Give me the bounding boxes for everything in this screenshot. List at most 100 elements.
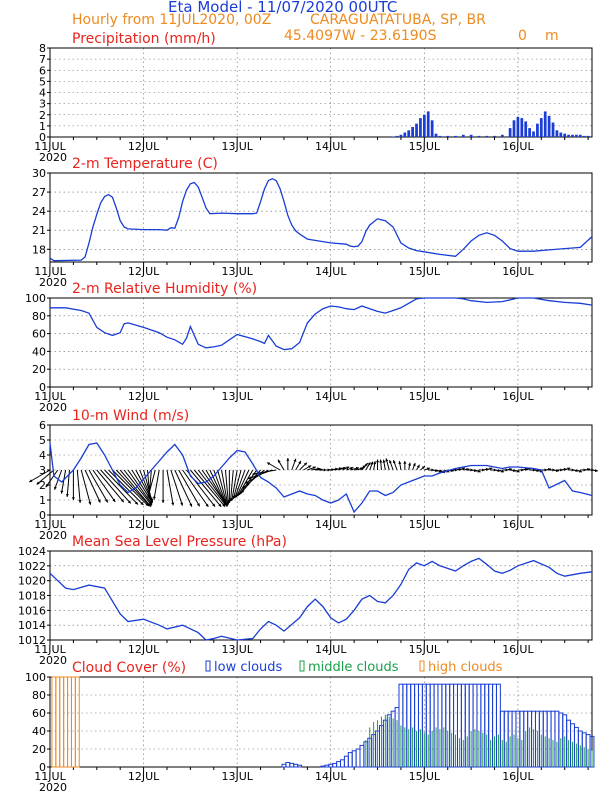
y-tick-label: 60: [32, 328, 46, 341]
bar-precipitation: [403, 132, 407, 137]
x-tick-label: 16JUL: [502, 265, 534, 278]
x-tick-label: 11JUL: [34, 390, 66, 403]
wind-arrowhead: [235, 493, 239, 498]
location-label: CARAGUATATUBA, SP, BR: [310, 12, 486, 28]
wind-arrow: [217, 469, 228, 507]
y-tick-label: 0: [39, 761, 46, 774]
wind-arrowhead: [303, 462, 307, 466]
bar-precipitation: [543, 111, 547, 137]
y-tick-label: 1014: [18, 619, 46, 632]
y-tick-label: 6: [39, 64, 46, 77]
bar-precipitation: [415, 123, 418, 137]
bar-low-clouds: [320, 765, 326, 768]
x-tick-label: 16JUL: [502, 140, 534, 153]
wind-arrowhead: [244, 480, 249, 484]
y-tick-label: 0: [39, 131, 46, 144]
wind-arrowhead: [205, 503, 209, 507]
elevation-unit: m: [545, 28, 559, 44]
bar-high-clouds: [67, 676, 72, 768]
x-tick-label: 12JUL: [128, 518, 160, 531]
wind-arrowhead: [286, 458, 290, 461]
bar-precipitation: [422, 114, 426, 137]
wind-arrow: [60, 469, 67, 494]
x-tick-label: 16JUL: [502, 643, 534, 656]
wind-arrowhead: [373, 461, 377, 465]
bar-high-clouds: [70, 676, 76, 768]
y-tick-label: 1022: [18, 560, 46, 573]
y-tick-label: 1: [39, 494, 46, 507]
bar-precipitation: [485, 135, 489, 137]
wind-arrowhead: [105, 499, 108, 503]
x-tick-label: 15JUL: [409, 518, 441, 531]
wind-arrowhead: [71, 497, 75, 500]
bar-precipitation: [536, 123, 539, 137]
bar-precipitation: [493, 135, 496, 137]
x-year-label: 2020: [39, 276, 67, 289]
y-tick-label: 40: [32, 725, 46, 738]
y-tick-label: 100: [25, 671, 46, 684]
wind-arrowhead: [398, 461, 402, 465]
bar-precipitation: [426, 111, 430, 137]
wind-arrowhead: [594, 469, 598, 473]
wind-arrowhead: [500, 469, 505, 473]
x-tick-label: 12JUL: [128, 390, 160, 403]
wind-arrowhead: [196, 503, 200, 507]
wind-arrowhead: [189, 503, 193, 507]
wind-arrow: [96, 469, 125, 503]
wind-arrow: [88, 469, 109, 503]
wind-arrow: [112, 469, 149, 507]
bar-precipitation: [454, 135, 457, 137]
wind-arrowhead: [385, 458, 389, 462]
bar-precipitation: [520, 118, 524, 137]
wind-arrowhead: [392, 460, 396, 464]
wind-arrowhead: [376, 459, 380, 463]
bar-low-clouds: [332, 762, 338, 768]
y-tick-label: 1012: [18, 634, 46, 647]
x-tick-label: 12JUL: [128, 643, 160, 656]
bar-precipitation: [477, 135, 481, 137]
bar-precipitation: [461, 134, 465, 137]
bar-precipitation: [516, 116, 520, 137]
wind-arrowhead: [516, 469, 520, 473]
wind-arrow: [153, 469, 160, 500]
legend-swatch: [419, 660, 425, 672]
wind-arrowhead: [548, 467, 552, 471]
wind-arrowhead: [127, 500, 131, 504]
wind-arrowhead: [29, 479, 33, 482]
bar-low-clouds: [347, 752, 353, 768]
panel-title: 2-m Temperature (C): [72, 156, 218, 172]
wind-arrowhead: [171, 502, 175, 506]
x-tick-label: 15JUL: [409, 140, 441, 153]
wind-arrow: [205, 469, 227, 506]
wind-arrowhead: [78, 499, 82, 503]
series-line-wind_speed: [49, 442, 593, 514]
bar-precipitation: [575, 134, 578, 137]
wind-arrow: [193, 469, 226, 508]
wind-arrowhead: [97, 499, 101, 503]
panel-frame: [49, 676, 593, 768]
x-tick-label: 12JUL: [128, 265, 160, 278]
wind-arrowhead: [277, 459, 281, 463]
wind-arrowhead: [293, 458, 297, 462]
wind-arrowhead: [212, 503, 216, 507]
wind-arrowhead: [112, 498, 116, 502]
bar-high-clouds: [74, 676, 80, 768]
x-tick-label: 13JUL: [221, 265, 253, 278]
bar-low-clouds: [281, 763, 287, 768]
wind-arrowhead: [426, 467, 430, 471]
x-tick-label: 14JUL: [315, 140, 347, 153]
x-tick-label: 11JUL: [34, 265, 66, 278]
x-tick-label: 11JUL: [34, 643, 66, 656]
y-tick-label: 6: [39, 419, 46, 432]
wind-arrowhead: [298, 460, 301, 465]
y-tick-label: 3: [39, 98, 46, 111]
x-tick-label: 15JUL: [409, 643, 441, 656]
series-line-pressure: [49, 557, 593, 641]
wind-arrow: [235, 469, 250, 498]
y-tick-label: 8: [39, 42, 46, 55]
bar-low-clouds: [355, 748, 361, 768]
wind-arrowhead: [461, 467, 466, 471]
series-line-temperature: [49, 177, 593, 262]
bar-precipitation: [391, 136, 395, 137]
